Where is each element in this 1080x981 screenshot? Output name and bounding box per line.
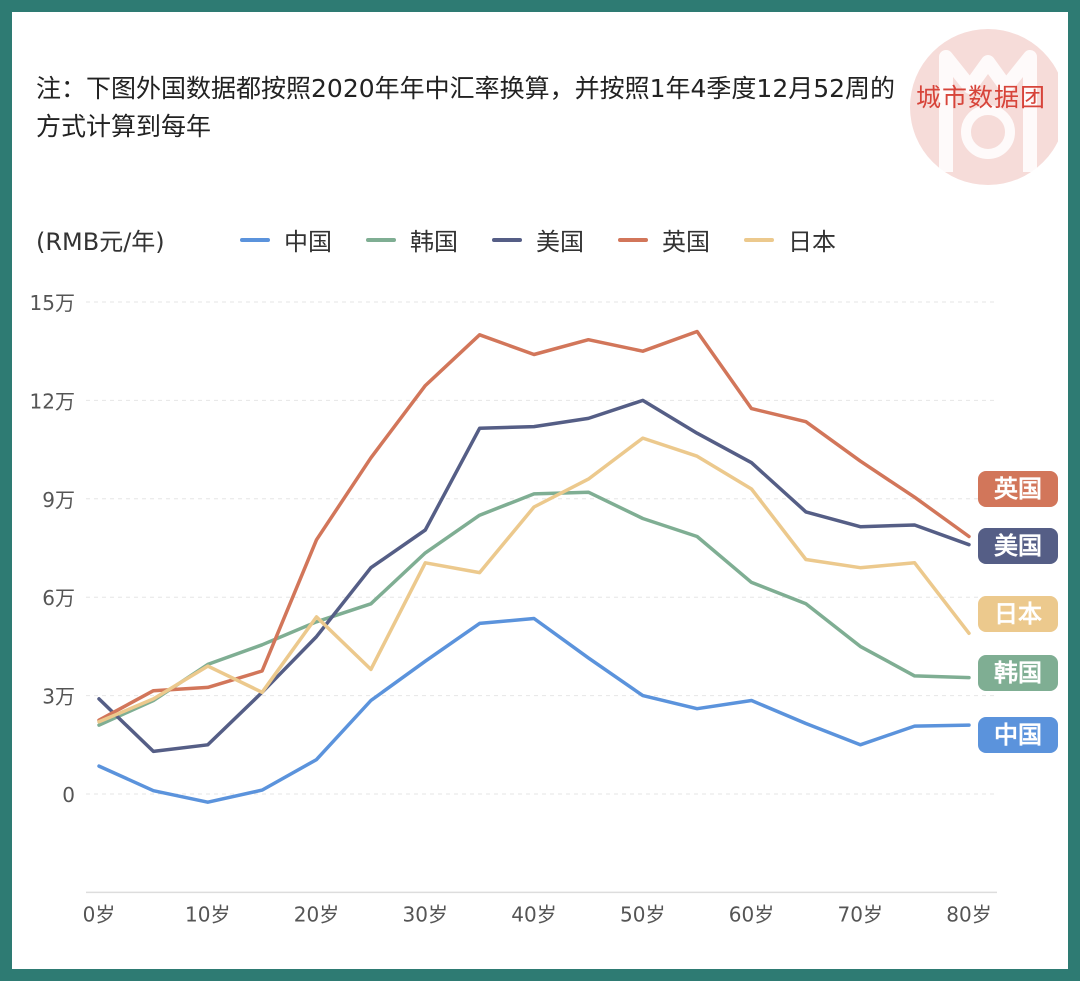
legend-item-japan: 日本	[744, 222, 836, 257]
legend-item-china: 中国	[240, 222, 332, 257]
end-label-0: 英国	[978, 470, 1058, 507]
series-line-0	[97, 616, 971, 804]
unit-label: (RMB元/年)	[36, 228, 165, 256]
legend-item-korea: 韩国	[366, 222, 458, 257]
end-label-3: 韩国	[978, 654, 1058, 691]
legend-label-china: 中国	[284, 228, 332, 256]
chart-card: 注：下图外国数据都按照2020年年中汇率换算，并按照1年4季度12月52周的方式…	[12, 12, 1068, 969]
x-tick-label-10: 10岁	[185, 902, 230, 926]
x-tick-label-0: 0岁	[83, 902, 116, 926]
y-tick-label-12: 12万	[30, 389, 75, 413]
legend-swatch-uk	[618, 237, 648, 242]
y-tick-label-6: 6万	[42, 586, 75, 610]
legend-swatch-korea	[366, 237, 396, 242]
legend-label-uk: 英国	[662, 228, 710, 256]
y-tick-label-3: 3万	[42, 685, 75, 709]
brand-text: 城市数据团	[916, 83, 1047, 112]
legend-swatch-japan	[744, 237, 774, 242]
x-tick-label-70: 70岁	[838, 902, 883, 926]
x-tick-label-50: 50岁	[620, 902, 665, 926]
series-line-1	[97, 490, 971, 727]
series-line-3	[97, 329, 971, 722]
y-tick-label-0: 0	[62, 783, 75, 807]
legend-item-usa: 美国	[492, 222, 584, 257]
y-tick-label-15: 15万	[30, 291, 75, 315]
x-tick-label-60: 60岁	[729, 902, 774, 926]
chart-legend: 中国 韩国 美国 英国 日本	[240, 222, 836, 257]
end-label-2: 日本	[978, 595, 1058, 632]
x-tick-label-20: 20岁	[294, 902, 339, 926]
city-data-team-logo	[910, 29, 1058, 185]
x-tick-label-80: 80岁	[946, 902, 991, 926]
legend-swatch-usa	[492, 237, 522, 242]
end-label-1: 美国	[978, 528, 1058, 565]
legend-swatch-china	[240, 237, 270, 242]
end-label-4: 中国	[978, 716, 1058, 753]
legend-label-usa: 美国	[536, 228, 584, 256]
legend-item-uk: 英国	[618, 222, 710, 257]
line-chart-plot: 0 3万 6万 9万 12万 15万 0岁 10岁 20岁 30岁 40岁 50岁 60岁 70岁 80岁	[30, 291, 997, 926]
legend-label-korea: 韩国	[410, 228, 458, 256]
series-line-2	[97, 398, 971, 754]
x-tick-label-40: 40岁	[511, 902, 556, 926]
chart-note: 注：下图外国数据都按照2020年年中汇率换算，并按照1年4季度12月52周的方式…	[36, 74, 896, 141]
legend-label-japan: 日本	[788, 228, 836, 256]
series-line-4	[97, 436, 971, 724]
y-tick-label-9: 9万	[42, 488, 75, 512]
x-tick-label-30: 30岁	[403, 902, 448, 926]
